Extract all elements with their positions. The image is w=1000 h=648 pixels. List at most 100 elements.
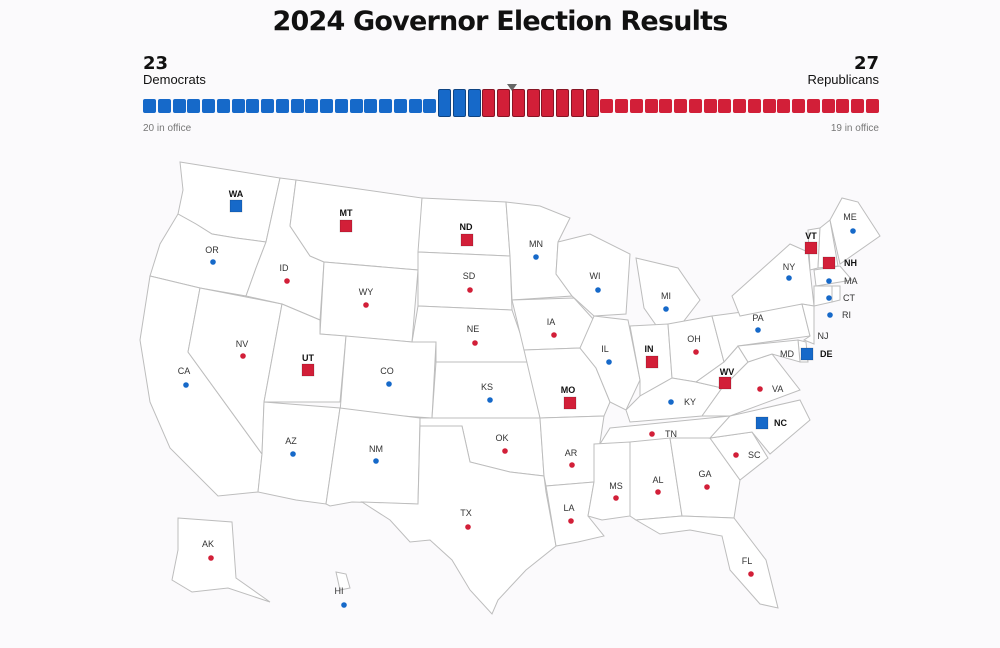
- rep-seat-block: [497, 89, 511, 117]
- label-ca: CA: [178, 366, 191, 376]
- label-ny: NY: [783, 262, 796, 272]
- rep-seat-block: [806, 99, 820, 113]
- dem-seat-block: [452, 89, 466, 117]
- label-id: ID: [280, 263, 290, 273]
- label-ky: KY: [684, 397, 696, 407]
- dem-seat-block: [143, 99, 157, 113]
- state-shape-md[interactable]: [737, 339, 801, 363]
- majority-marker-icon: [507, 84, 517, 91]
- state-shape-nj[interactable]: [801, 303, 815, 345]
- state-shape-fl[interactable]: [634, 515, 779, 609]
- rep-seat-block: [570, 89, 584, 117]
- marker-mt: [339, 219, 353, 233]
- marker-in: [645, 355, 659, 369]
- marker-ky: [668, 399, 674, 405]
- label-in: IN: [645, 344, 654, 354]
- rep-seat-block: [703, 99, 717, 113]
- marker-va: [757, 386, 763, 392]
- marker-tx: [465, 524, 471, 530]
- dem-seat-block: [275, 99, 289, 113]
- dem-seat-block: [202, 99, 216, 113]
- state-shape-wy[interactable]: [319, 261, 419, 343]
- label-ct: CT: [843, 293, 855, 303]
- state-shape-co[interactable]: [339, 335, 437, 419]
- rep-seat-block: [541, 89, 555, 117]
- rep-seat-block: [718, 99, 732, 113]
- dem-seat-block: [334, 99, 348, 113]
- marker-la: [568, 518, 574, 524]
- marker-ms: [613, 495, 619, 501]
- rep-seat-block: [659, 99, 673, 113]
- marker-wa: [229, 199, 243, 213]
- rep-seat-block: [851, 99, 865, 113]
- label-ms: MS: [609, 481, 623, 491]
- dem-seat-block: [438, 89, 452, 117]
- marker-id: [284, 278, 290, 284]
- label-wv: WV: [720, 367, 735, 377]
- state-shape-sd[interactable]: [417, 251, 513, 311]
- marker-oh: [693, 349, 699, 355]
- label-ak: AK: [202, 539, 214, 549]
- rep-seat-block: [777, 99, 791, 113]
- marker-pa: [755, 327, 761, 333]
- label-mn: MN: [529, 239, 543, 249]
- dem-count: 23: [143, 53, 169, 74]
- label-mi: MI: [661, 291, 671, 301]
- marker-wy: [363, 302, 369, 308]
- marker-ma: [826, 278, 832, 284]
- label-de: DE: [820, 349, 833, 359]
- marker-ok: [502, 448, 508, 454]
- marker-ia: [551, 332, 557, 338]
- rep-seat-block: [762, 99, 776, 113]
- label-ar: AR: [565, 448, 578, 458]
- label-ma: MA: [844, 276, 858, 286]
- marker-de: [800, 347, 814, 361]
- label-sc: SC: [748, 450, 761, 460]
- dem-seat-block: [246, 99, 260, 113]
- rep-seat-block: [482, 89, 496, 117]
- dem-seat-block: [408, 99, 422, 113]
- state-shape-ak[interactable]: [171, 517, 271, 603]
- label-nc: NC: [774, 418, 787, 428]
- dem-seat-block: [364, 99, 378, 113]
- label-mo: MO: [561, 385, 576, 395]
- rep-label: Republicans: [807, 72, 879, 87]
- marker-wv: [718, 376, 732, 390]
- label-nh: NH: [844, 258, 857, 268]
- label-nd: ND: [460, 222, 473, 232]
- marker-nd: [460, 233, 474, 247]
- state-shape-wi[interactable]: [555, 233, 631, 317]
- label-al: AL: [652, 475, 663, 485]
- label-wy: WY: [359, 287, 374, 297]
- state-shape-ri[interactable]: [831, 285, 841, 303]
- dem-seat-block: [467, 89, 481, 117]
- state-shape-nm[interactable]: [325, 407, 421, 507]
- marker-ut: [301, 363, 315, 377]
- label-ri: RI: [842, 310, 851, 320]
- marker-mo: [563, 396, 577, 410]
- marker-ks: [487, 397, 493, 403]
- dem-label: Democrats: [143, 72, 206, 87]
- marker-tn: [649, 431, 655, 437]
- label-ne: NE: [467, 324, 480, 334]
- marker-ga: [704, 484, 710, 490]
- label-ga: GA: [698, 469, 711, 479]
- label-ks: KS: [481, 382, 493, 392]
- label-hi: HI: [335, 586, 344, 596]
- dem-seat-block: [261, 99, 275, 113]
- state-shapes: [139, 161, 881, 615]
- marker-ak: [208, 555, 214, 561]
- marker-mn: [533, 254, 539, 260]
- state-shape-az[interactable]: [257, 401, 341, 505]
- rep-seat-block: [526, 89, 540, 117]
- label-nm: NM: [369, 444, 383, 454]
- rep-seat-block: [585, 89, 599, 117]
- dem-seat-block: [231, 99, 245, 113]
- state-shape-hi[interactable]: [335, 571, 351, 591]
- rep-seat-block: [600, 99, 614, 113]
- state-shape-ga[interactable]: [669, 437, 741, 519]
- dem-seat-block: [216, 99, 230, 113]
- rep-count: 27: [853, 53, 879, 74]
- label-co: CO: [380, 366, 394, 376]
- state-shape-tx[interactable]: [360, 425, 557, 615]
